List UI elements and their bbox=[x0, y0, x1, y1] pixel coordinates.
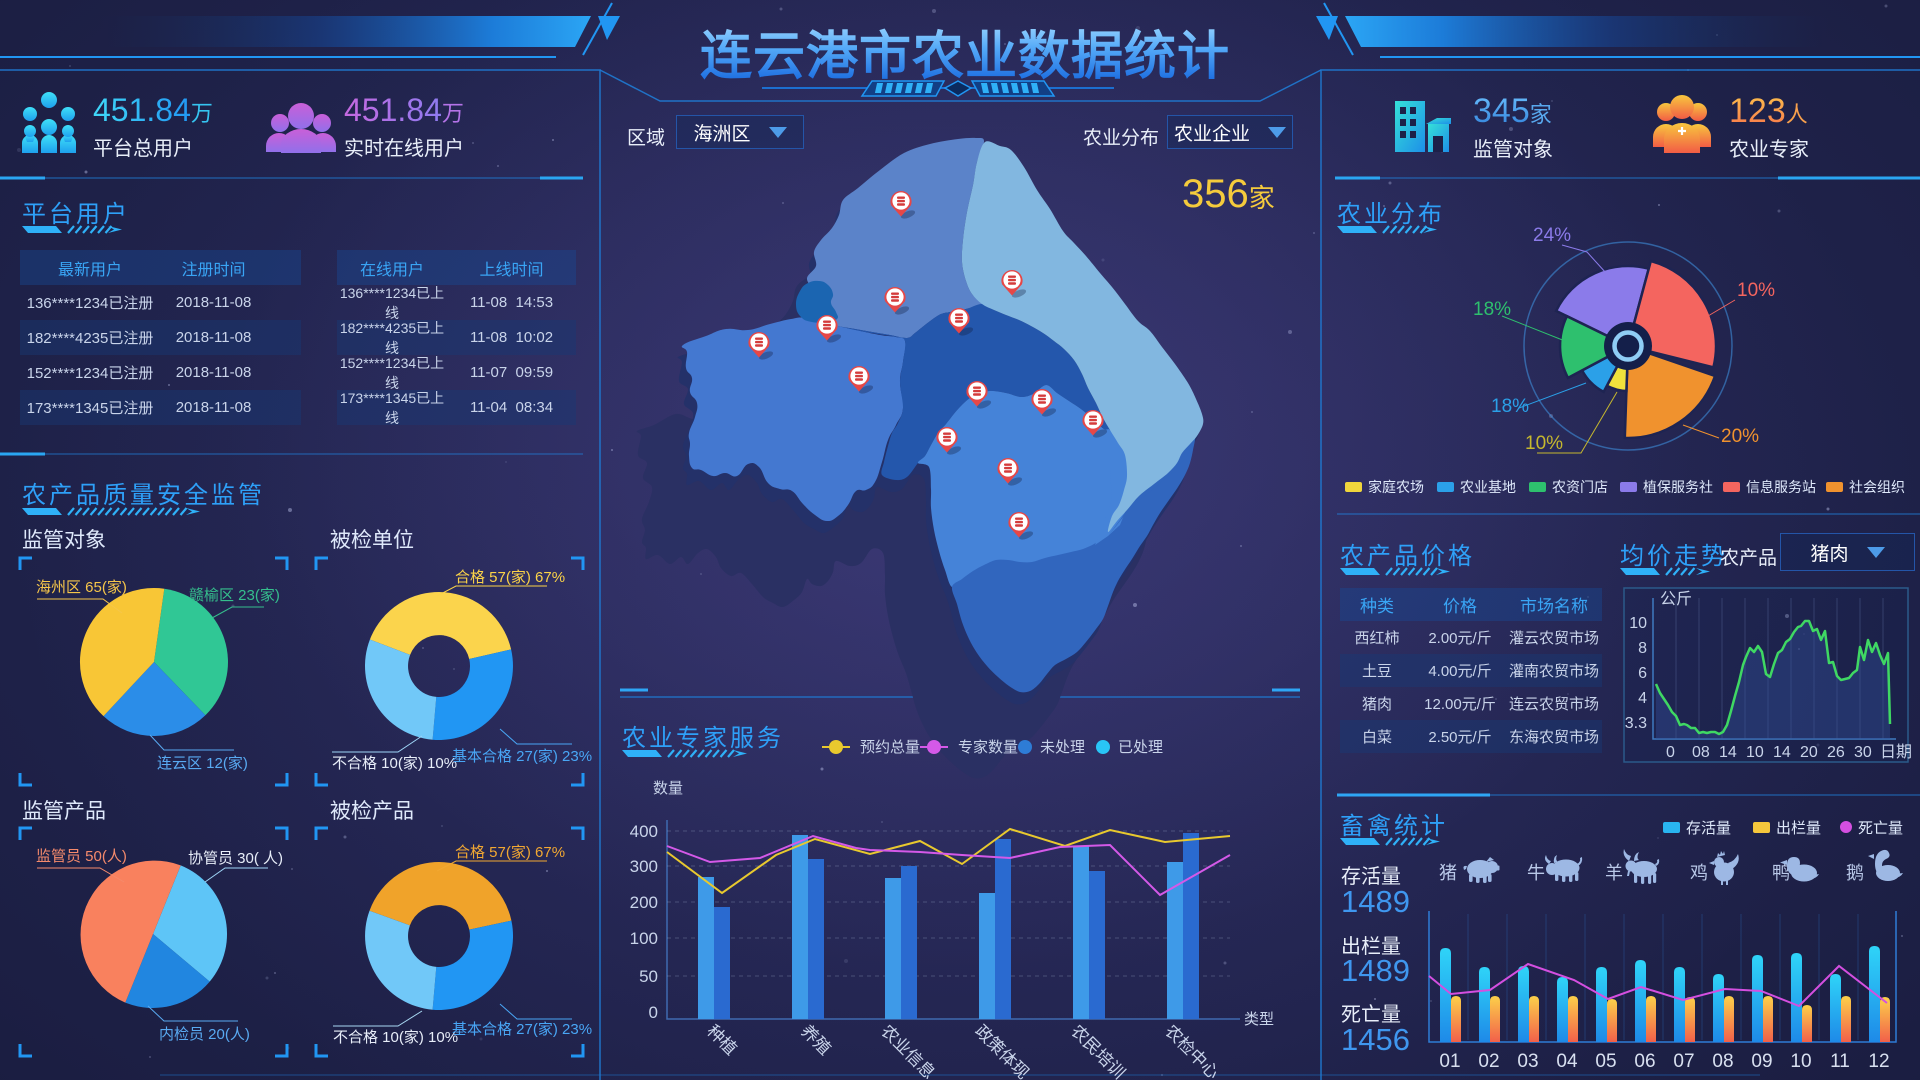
svg-text:牛: 牛 bbox=[1527, 863, 1545, 883]
svg-text:不合格 10(家) 10%: 不合格 10(家) 10% bbox=[332, 755, 457, 772]
svg-text:农检中心: 农检中心 bbox=[1161, 1021, 1223, 1080]
svg-text:基本合格 27(家) 23%: 基本合格 27(家) 23% bbox=[452, 1021, 592, 1038]
svg-text:信息服务站: 信息服务站 bbox=[1746, 479, 1816, 495]
svg-text:0: 0 bbox=[649, 1003, 658, 1022]
svg-text:18%: 18% bbox=[1473, 299, 1511, 320]
svg-text:未处理: 未处理 bbox=[1040, 739, 1085, 756]
svg-text:鸡: 鸡 bbox=[1690, 863, 1708, 883]
svg-text:30: 30 bbox=[1854, 744, 1872, 761]
svg-text:海州区 65(家): 海州区 65(家) bbox=[36, 579, 127, 596]
svg-text:3.3: 3.3 bbox=[1625, 715, 1647, 732]
svg-text:10: 10 bbox=[1746, 744, 1764, 761]
svg-text:养殖: 养殖 bbox=[797, 1021, 834, 1058]
svg-text:09: 09 bbox=[1751, 1051, 1772, 1072]
svg-text:死亡量: 死亡量 bbox=[1858, 820, 1903, 837]
svg-text:种植: 种植 bbox=[703, 1021, 740, 1058]
svg-text:20%: 20% bbox=[1721, 426, 1759, 447]
svg-text:100: 100 bbox=[630, 929, 658, 948]
svg-text:合格 57(家) 67%: 合格 57(家) 67% bbox=[455, 569, 565, 586]
svg-text:鹅: 鹅 bbox=[1846, 863, 1864, 883]
svg-text:400: 400 bbox=[630, 822, 658, 841]
svg-text:预约总量: 预约总量 bbox=[860, 739, 920, 756]
svg-text:50: 50 bbox=[639, 967, 658, 986]
svg-text:公斤: 公斤 bbox=[1660, 590, 1692, 608]
svg-text:07: 07 bbox=[1673, 1051, 1694, 1072]
svg-text:0: 0 bbox=[1666, 744, 1675, 761]
svg-text:连云区 12(家): 连云区 12(家) bbox=[157, 755, 248, 772]
svg-text:200: 200 bbox=[630, 893, 658, 912]
svg-text:出栏量: 出栏量 bbox=[1776, 820, 1821, 837]
svg-text:24%: 24% bbox=[1533, 225, 1571, 246]
svg-text:类型: 类型 bbox=[1244, 1011, 1274, 1028]
svg-text:14: 14 bbox=[1719, 744, 1737, 761]
svg-text:8: 8 bbox=[1638, 640, 1647, 657]
svg-text:植保服务社: 植保服务社 bbox=[1643, 479, 1713, 495]
svg-text:已处理: 已处理 bbox=[1118, 739, 1163, 756]
svg-text:内检员 20(人): 内检员 20(人) bbox=[159, 1026, 250, 1043]
svg-text:农业基地: 农业基地 bbox=[1460, 479, 1516, 495]
svg-text:不合格 10(家) 10%: 不合格 10(家) 10% bbox=[333, 1029, 458, 1046]
svg-text:08: 08 bbox=[1692, 744, 1710, 761]
svg-text:14: 14 bbox=[1773, 744, 1791, 761]
svg-text:10: 10 bbox=[1629, 615, 1647, 632]
svg-text:存活量: 存活量 bbox=[1686, 820, 1731, 837]
svg-text:18%: 18% bbox=[1491, 396, 1529, 417]
svg-text:10%: 10% bbox=[1737, 280, 1775, 301]
svg-text:政策体现: 政策体现 bbox=[971, 1021, 1033, 1080]
svg-text:赣榆区 23(家): 赣榆区 23(家) bbox=[189, 587, 280, 604]
svg-text:农业信息: 农业信息 bbox=[877, 1021, 939, 1080]
svg-text:01: 01 bbox=[1439, 1051, 1460, 1072]
svg-text:02: 02 bbox=[1478, 1051, 1499, 1072]
svg-text:协管员 30( 人): 协管员 30( 人) bbox=[188, 850, 283, 867]
svg-text:11: 11 bbox=[1830, 1051, 1850, 1072]
svg-text:26: 26 bbox=[1827, 744, 1845, 761]
svg-text:06: 06 bbox=[1634, 1051, 1655, 1072]
svg-text:家庭农场: 家庭农场 bbox=[1368, 479, 1424, 495]
svg-text:10%: 10% bbox=[1525, 433, 1563, 454]
svg-text:08: 08 bbox=[1712, 1051, 1733, 1072]
svg-text:03: 03 bbox=[1517, 1051, 1538, 1072]
svg-text:12: 12 bbox=[1868, 1051, 1889, 1072]
svg-text:20: 20 bbox=[1800, 744, 1818, 761]
svg-text:基本合格 27(家) 23%: 基本合格 27(家) 23% bbox=[452, 748, 592, 765]
svg-text:合格 57(家) 67%: 合格 57(家) 67% bbox=[455, 844, 565, 861]
svg-text:农资门店: 农资门店 bbox=[1552, 479, 1608, 495]
svg-text:300: 300 bbox=[630, 857, 658, 876]
svg-text:羊: 羊 bbox=[1605, 863, 1623, 883]
svg-text:日期: 日期 bbox=[1880, 743, 1912, 761]
svg-text:鸭: 鸭 bbox=[1772, 863, 1790, 883]
svg-text:10: 10 bbox=[1790, 1051, 1811, 1072]
svg-text:数量: 数量 bbox=[653, 780, 683, 797]
svg-text:监管员 50(人): 监管员 50(人) bbox=[36, 848, 127, 865]
svg-text:农民培训: 农民培训 bbox=[1067, 1021, 1129, 1080]
svg-text:04: 04 bbox=[1556, 1051, 1578, 1072]
svg-text:05: 05 bbox=[1595, 1051, 1616, 1072]
svg-text:社会组织: 社会组织 bbox=[1849, 479, 1905, 495]
svg-text:专家数量: 专家数量 bbox=[958, 739, 1018, 756]
svg-text:猪: 猪 bbox=[1439, 863, 1457, 883]
svg-text:6: 6 bbox=[1638, 665, 1647, 682]
svg-text:4: 4 bbox=[1638, 690, 1647, 707]
